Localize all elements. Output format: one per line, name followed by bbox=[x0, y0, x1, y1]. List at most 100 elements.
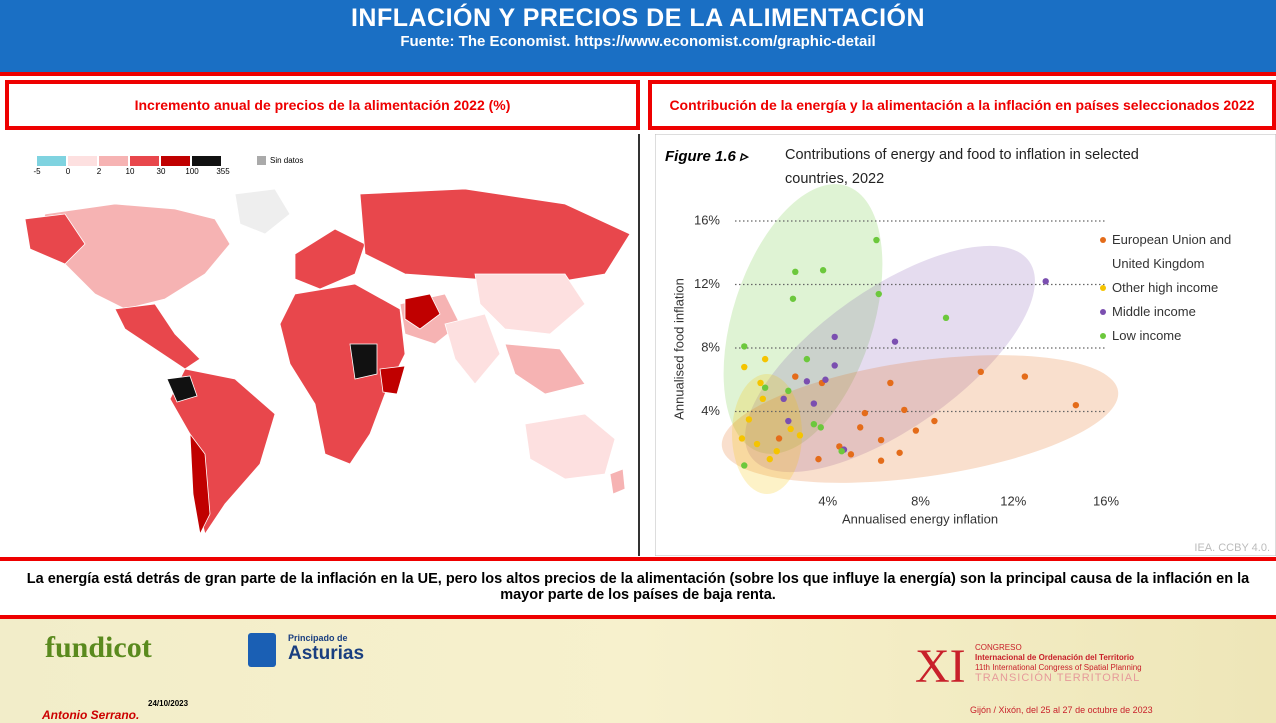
point bbox=[901, 406, 908, 414]
point bbox=[792, 373, 799, 380]
congress-line: Internacional de Ordenación del Territor… bbox=[975, 653, 1134, 662]
date: 24/10/2023 bbox=[148, 699, 189, 708]
point bbox=[787, 425, 794, 433]
ethiopia bbox=[379, 365, 406, 395]
point bbox=[741, 363, 748, 371]
greenland bbox=[234, 188, 291, 235]
figure-label: Figure 1.6 ▹ bbox=[665, 148, 750, 165]
asturias-logo: Asturias bbox=[288, 643, 365, 664]
congress-line: 11th International Congress of Spatial P… bbox=[975, 663, 1142, 672]
legend-swatch bbox=[99, 156, 128, 166]
congress-text: CONGRESO Internacional de Ordenación del… bbox=[975, 643, 1142, 684]
point bbox=[896, 449, 903, 456]
congress-line: CONGRESO bbox=[975, 643, 1022, 652]
point bbox=[803, 378, 811, 385]
legend-swatch bbox=[68, 156, 97, 166]
point bbox=[780, 395, 787, 402]
new-zealand bbox=[609, 468, 626, 495]
middle-income-area bbox=[745, 245, 1035, 473]
point bbox=[803, 355, 811, 363]
point bbox=[831, 362, 838, 369]
figure-subtitle: Contributions of energy and food to infl… bbox=[785, 147, 1139, 187]
legend-tick: 0 bbox=[66, 167, 71, 176]
point bbox=[785, 417, 792, 425]
countries bbox=[24, 188, 631, 536]
chart-legend: European Union and United Kingdom Other h… bbox=[1100, 228, 1270, 348]
legend-label: Low income bbox=[1112, 328, 1182, 343]
scatter-chart: Figure 1.6 ▹ Annualised food inflation A… bbox=[655, 134, 1276, 556]
point bbox=[796, 432, 804, 439]
argentina bbox=[189, 432, 211, 536]
legend-label: European Union and United Kingdom bbox=[1112, 232, 1232, 271]
india bbox=[444, 313, 501, 385]
legend-tick: 30 bbox=[157, 167, 166, 176]
legend-dot bbox=[1100, 237, 1106, 243]
venezuela bbox=[166, 375, 198, 403]
congress-number: XI bbox=[915, 640, 966, 693]
central-america bbox=[114, 303, 201, 370]
legend-swatch bbox=[130, 156, 159, 166]
legend-item: Middle income bbox=[1100, 300, 1270, 324]
point bbox=[810, 421, 818, 428]
slide-subtitle: Fuente: The Economist. https://www.econo… bbox=[400, 33, 876, 50]
point bbox=[741, 343, 748, 350]
point bbox=[738, 435, 746, 442]
no-data-label: Sin datos bbox=[270, 156, 303, 165]
legend-swatch bbox=[192, 156, 221, 166]
point bbox=[887, 379, 894, 387]
point bbox=[873, 236, 880, 244]
point bbox=[877, 457, 885, 464]
australia bbox=[524, 413, 616, 480]
slide-title: INFLACIÓN Y PRECIOS DE LA ALIMENTACIÓN bbox=[350, 4, 926, 32]
no-data-swatch bbox=[257, 156, 266, 165]
legend-tick: -5 bbox=[33, 167, 41, 176]
point bbox=[766, 455, 773, 463]
x-tick-label: 12% bbox=[1000, 493, 1026, 508]
legend-swatch bbox=[161, 156, 190, 166]
x-axis-label: Annualised energy inflation bbox=[842, 511, 998, 526]
right-panel-title: Contribución de la energía y la alimenta… bbox=[648, 80, 1276, 130]
point bbox=[1021, 373, 1029, 380]
iran bbox=[404, 293, 441, 330]
map-legend: -5 0 2 10 30 100 355 Sin datos bbox=[33, 156, 303, 176]
point bbox=[775, 435, 783, 442]
point bbox=[836, 443, 843, 450]
legend-tick: 100 bbox=[185, 167, 199, 176]
point bbox=[741, 462, 748, 469]
point bbox=[1072, 401, 1080, 409]
author: Antonio Serrano. bbox=[42, 708, 140, 722]
legend-item: European Union and United Kingdom bbox=[1100, 228, 1270, 276]
europe bbox=[294, 228, 366, 290]
point bbox=[785, 387, 792, 395]
point bbox=[838, 447, 845, 455]
y-tick-label: 16% bbox=[694, 212, 720, 227]
high-income-area bbox=[732, 374, 802, 494]
point bbox=[761, 355, 769, 363]
y-axis-label: Annualised food inflation bbox=[671, 278, 686, 420]
left-panel-title: Incremento anual de precios de la alimen… bbox=[5, 80, 640, 130]
legend-dot bbox=[1100, 285, 1106, 291]
point bbox=[757, 379, 764, 387]
point bbox=[1042, 278, 1049, 285]
point bbox=[822, 376, 829, 383]
point bbox=[773, 447, 780, 455]
asturias-small: Principado de bbox=[288, 633, 348, 643]
point bbox=[857, 424, 864, 431]
point bbox=[877, 436, 885, 444]
point bbox=[810, 400, 818, 407]
china bbox=[474, 273, 586, 335]
point bbox=[875, 290, 882, 298]
point bbox=[789, 295, 797, 302]
point bbox=[815, 455, 822, 463]
x-tick-label: 16% bbox=[1093, 493, 1119, 508]
point bbox=[792, 268, 799, 275]
congress-place: Gijón / Xixón, del 25 al 27 de octubre d… bbox=[970, 705, 1153, 715]
southeast-asia bbox=[504, 343, 586, 395]
africa bbox=[279, 283, 406, 465]
point bbox=[847, 451, 855, 458]
legend-tick: 10 bbox=[126, 167, 135, 176]
header: INFLACIÓN Y PRECIOS DE LA ALIMENTACIÓN F… bbox=[0, 0, 1276, 76]
point bbox=[861, 409, 869, 417]
point bbox=[817, 424, 824, 431]
